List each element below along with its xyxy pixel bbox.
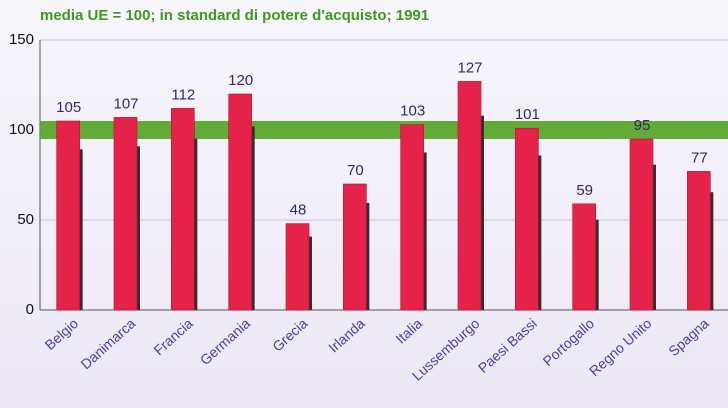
value-label: 112 bbox=[171, 86, 195, 103]
bar bbox=[113, 117, 138, 311]
value-label: 70 bbox=[347, 162, 364, 179]
value-label: 107 bbox=[113, 95, 138, 112]
y-tick-label: 100 bbox=[9, 121, 34, 138]
y-tick-label: 0 bbox=[26, 301, 34, 318]
chart-title: media UE = 100; in standard di potere d'… bbox=[40, 7, 429, 24]
y-tick-label: 150 bbox=[9, 31, 34, 48]
value-label: 120 bbox=[228, 72, 253, 89]
bar bbox=[457, 81, 482, 311]
bar bbox=[572, 203, 596, 311]
bar bbox=[629, 138, 654, 311]
bar bbox=[285, 223, 310, 311]
bar bbox=[343, 183, 367, 311]
value-label: 59 bbox=[576, 182, 593, 199]
bar bbox=[171, 108, 195, 311]
value-label: 95 bbox=[634, 117, 651, 134]
value-label: 48 bbox=[290, 202, 307, 219]
bar bbox=[228, 93, 252, 311]
value-label: 127 bbox=[457, 59, 482, 76]
y-tick-label: 50 bbox=[17, 211, 34, 228]
value-label: 77 bbox=[691, 149, 708, 166]
bar bbox=[515, 127, 539, 311]
value-label: 105 bbox=[56, 99, 81, 116]
bar bbox=[400, 124, 424, 311]
value-label: 103 bbox=[400, 103, 425, 120]
bar bbox=[687, 171, 711, 311]
bar bbox=[56, 120, 80, 311]
value-label: 101 bbox=[515, 106, 540, 123]
